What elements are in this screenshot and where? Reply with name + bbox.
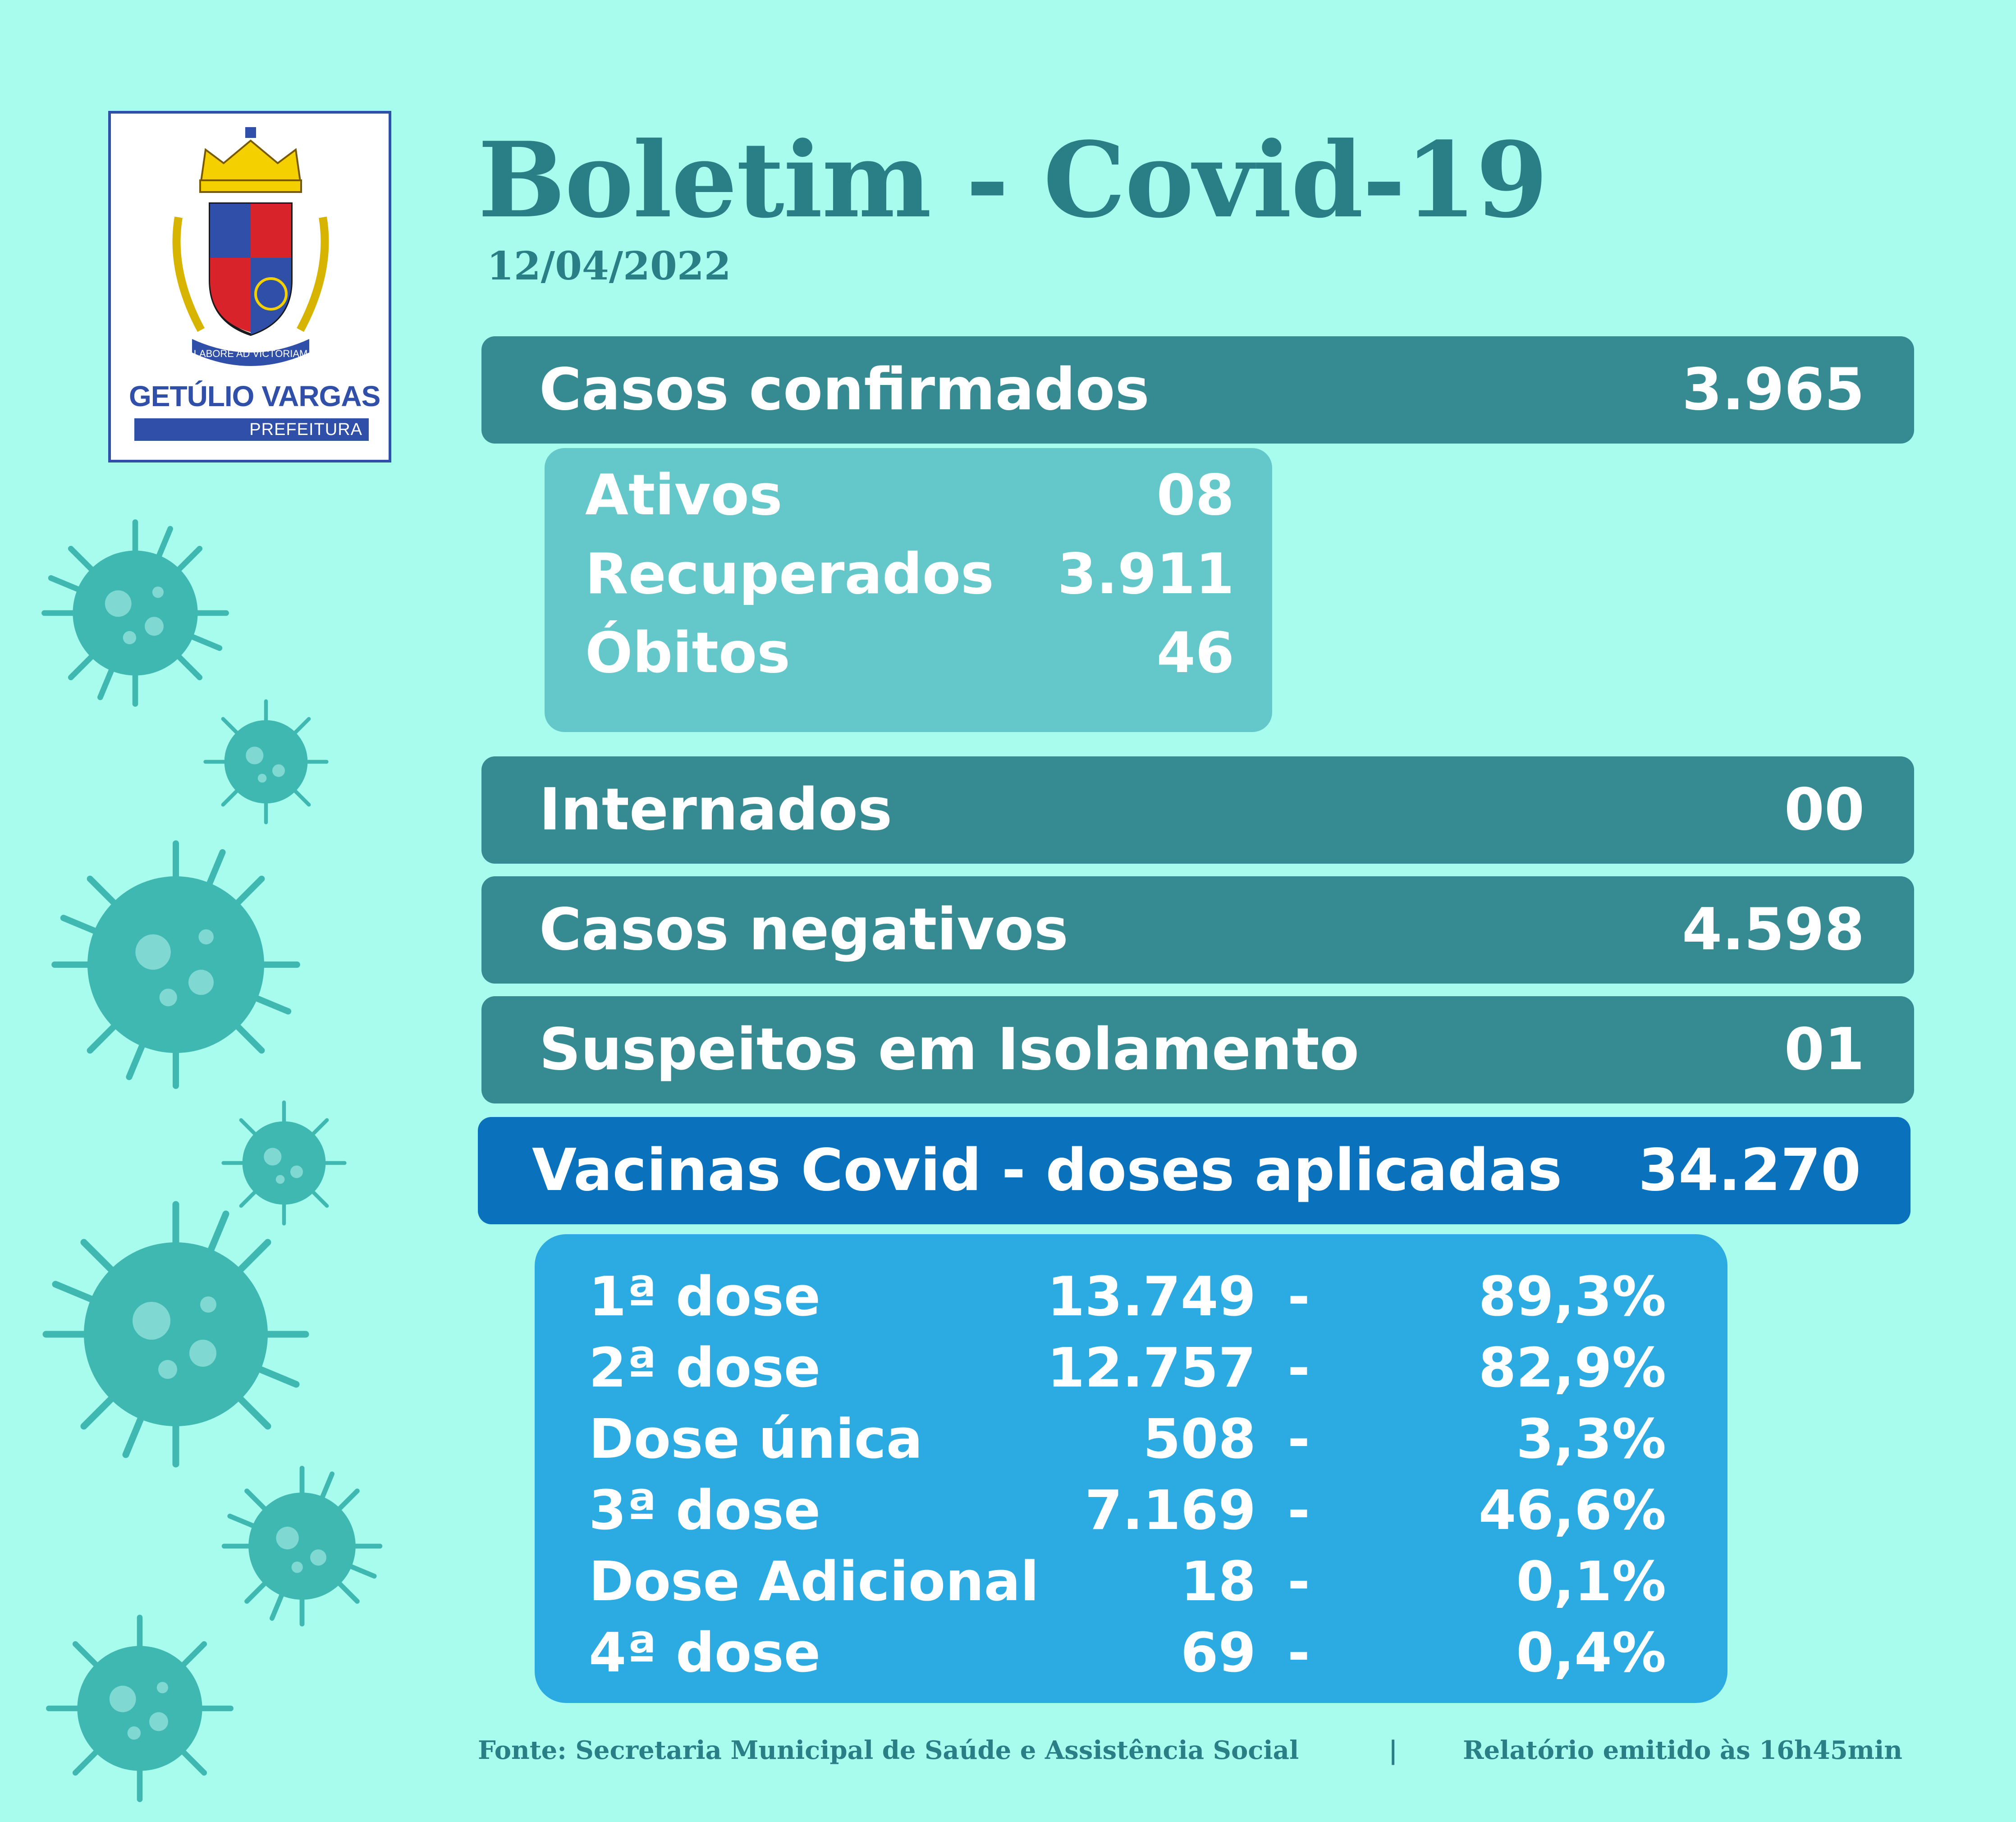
vaccine-dose-label: Dose Adicional — [589, 1551, 1039, 1613]
vaccine-dose-label: 3ª dose — [589, 1479, 821, 1542]
negative-cases-value: 4.598 — [1682, 896, 1865, 963]
confirmed-cases-bar: Casos confirmados 3.965 — [481, 336, 1914, 444]
footer-report-time: Relatório emitido às 16h45min — [1463, 1735, 1902, 1765]
virus-icon — [51, 840, 300, 1089]
suspects-isolation-bar: Suspeitos em Isolamento 01 — [481, 996, 1914, 1103]
vaccine-dose-count: 508 — [1143, 1408, 1256, 1471]
logo-motto: LABORE AD VICTORIAM — [194, 348, 308, 359]
vaccine-dose-percent: 0,1% — [1516, 1551, 1666, 1613]
vaccines-label: Vacinas Covid - doses aplicadas — [532, 1137, 1562, 1204]
cases-row-label: Óbitos — [585, 621, 790, 686]
vaccine-row: 2ª dose 12.757 - 82,9% — [589, 1332, 1707, 1405]
cases-row-value: 08 — [1156, 463, 1234, 528]
vaccines-bar: Vacinas Covid - doses aplicadas 34.270 — [478, 1117, 1911, 1224]
virus-icon — [42, 1201, 309, 1468]
cases-row-obitos: Óbitos 46 — [585, 615, 1234, 691]
cases-row-recuperados: Recuperados 3.911 — [585, 536, 1234, 613]
confirmed-cases-value: 3.965 — [1682, 356, 1865, 423]
vaccines-value: 34.270 — [1638, 1137, 1861, 1204]
logo-name: GETÚLIO VARGAS — [129, 380, 380, 412]
virus-icon — [221, 1100, 347, 1226]
virus-icon — [41, 519, 229, 707]
logo-subtitle: PREFEITURA — [134, 418, 369, 441]
vaccine-dose-percent: 0,4% — [1516, 1622, 1666, 1685]
negative-cases-label: Casos negativos — [539, 896, 1068, 963]
virus-icon — [221, 1465, 383, 1627]
vaccine-dose-dash: - — [1287, 1266, 1310, 1328]
vaccine-dose-dash: - — [1287, 1479, 1310, 1542]
vaccine-dose-dash: - — [1287, 1337, 1310, 1400]
vaccine-dose-percent: 3,3% — [1516, 1408, 1666, 1471]
virus-icon — [203, 699, 329, 824]
coat-of-arms-icon: LABORE AD VICTORIAM — [172, 127, 329, 366]
vaccine-dose-count: 7.169 — [1085, 1479, 1256, 1542]
vaccine-row: 3ª dose 7.169 - 46,6% — [589, 1475, 1707, 1547]
page-title: Boletim - Covid-19 — [478, 119, 1548, 241]
vaccine-dose-percent: 82,9% — [1478, 1337, 1666, 1400]
suspects-isolation-label: Suspeitos em Isolamento — [539, 1016, 1359, 1083]
municipal-logo: LABORE AD VICTORIAM GETÚLIO VARGAS PREFE… — [108, 111, 391, 462]
negative-cases-bar: Casos negativos 4.598 — [481, 876, 1914, 984]
vaccine-dose-label: Dose única — [589, 1408, 923, 1471]
cases-breakdown-panel: Ativos 08 Recuperados 3.911 Óbitos 46 — [545, 448, 1272, 732]
report-date: 12/04/2022 — [487, 243, 731, 289]
cases-row-label: Recuperados — [585, 542, 994, 607]
vaccines-breakdown-panel: 1ª dose 13.749 - 89,3% 2ª dose 12.757 - … — [535, 1234, 1727, 1703]
vaccine-dose-dash: - — [1287, 1408, 1310, 1471]
vaccine-row: 4ª dose 69 - 0,4% — [589, 1617, 1707, 1689]
virus-icon — [46, 1615, 234, 1802]
vaccine-dose-count: 18 — [1181, 1551, 1256, 1613]
vaccine-dose-count: 13.749 — [1047, 1266, 1256, 1328]
vaccine-dose-dash: - — [1287, 1551, 1310, 1613]
vaccine-dose-percent: 46,6% — [1478, 1479, 1666, 1542]
vaccine-row: Dose única 508 - 3,3% — [589, 1404, 1707, 1476]
hospitalized-bar: Internados 00 — [481, 756, 1914, 864]
vaccine-dose-percent: 89,3% — [1478, 1266, 1666, 1328]
vaccine-row: Dose Adicional 18 - 0,1% — [589, 1546, 1707, 1618]
confirmed-cases-label: Casos confirmados — [539, 356, 1150, 423]
cases-row-ativos: Ativos 08 — [585, 457, 1234, 534]
vaccine-row: 1ª dose 13.749 - 89,3% — [589, 1261, 1707, 1333]
cases-row-value: 46 — [1156, 621, 1234, 686]
hospitalized-label: Internados — [539, 776, 893, 843]
vaccine-dose-label: 1ª dose — [589, 1266, 821, 1328]
cases-row-label: Ativos — [585, 463, 783, 528]
vaccine-dose-label: 2ª dose — [589, 1337, 821, 1400]
vaccine-dose-dash: - — [1287, 1622, 1310, 1685]
footer-separator: | — [1388, 1735, 1398, 1765]
hospitalized-value: 00 — [1784, 776, 1865, 843]
footer-source: Fonte: Secretaria Municipal de Saúde e A… — [478, 1735, 1299, 1765]
vaccine-dose-count: 12.757 — [1047, 1337, 1256, 1400]
cases-row-value: 3.911 — [1057, 542, 1234, 607]
footer: Fonte: Secretaria Municipal de Saúde e A… — [478, 1735, 1902, 1772]
suspects-isolation-value: 01 — [1784, 1016, 1865, 1083]
vaccine-dose-count: 69 — [1181, 1622, 1256, 1685]
vaccine-dose-label: 4ª dose — [589, 1622, 821, 1685]
